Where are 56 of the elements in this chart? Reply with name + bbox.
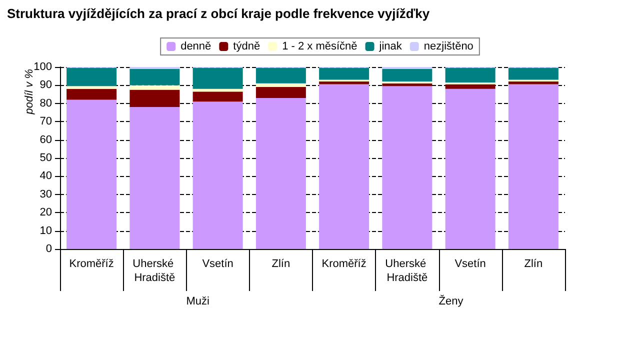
bar bbox=[256, 83, 306, 88]
legend-label: týdně bbox=[233, 40, 260, 52]
y-tick-label: 0 bbox=[46, 243, 52, 255]
bar bbox=[192, 92, 243, 102]
y-tick-label: 70 bbox=[40, 116, 52, 128]
bar bbox=[130, 107, 180, 249]
chart-title: Struktura vyjíždějících za prací z obcí kraje podle frekvence vyjížďky bbox=[7, 6, 430, 21]
y-tick-label: 80 bbox=[40, 97, 52, 110]
legend-label: denně bbox=[180, 40, 212, 52]
y-tick-label: 90 bbox=[40, 79, 52, 92]
y-tick-label: 100 bbox=[34, 61, 52, 73]
y-tick-label: 60 bbox=[40, 134, 52, 146]
y-axis-title: podíl v % bbox=[24, 68, 36, 116]
bar bbox=[192, 88, 243, 92]
legend-label: jinak bbox=[378, 40, 402, 52]
bar bbox=[508, 68, 558, 80]
bar bbox=[66, 88, 117, 100]
bar bbox=[130, 85, 180, 90]
text: Muži bbox=[186, 296, 210, 308]
y-tick-label: 40 bbox=[40, 170, 52, 182]
bar bbox=[130, 68, 180, 86]
x-tick-label: Kroměříž bbox=[322, 258, 366, 270]
x-tick-label: Zlín bbox=[272, 258, 290, 270]
bar bbox=[192, 68, 243, 89]
bar bbox=[382, 68, 432, 82]
bar bbox=[445, 68, 496, 82]
bar bbox=[319, 82, 370, 84]
bar bbox=[130, 90, 180, 108]
y-tick-label: 30 bbox=[40, 188, 52, 200]
x-tick-label: Kroměříž bbox=[69, 258, 114, 270]
bar bbox=[256, 98, 306, 249]
x-tick-label: Vsetín bbox=[454, 258, 486, 270]
x-tick-label: Uherské Hradiště bbox=[132, 258, 177, 284]
bar bbox=[382, 86, 432, 249]
legend-label: nezjištěno bbox=[424, 40, 474, 52]
x-tick-label: Zlín bbox=[524, 258, 543, 270]
bar bbox=[66, 100, 117, 249]
bar bbox=[256, 87, 306, 98]
x-tick-label: Vsetín bbox=[202, 258, 234, 270]
bar bbox=[319, 68, 370, 80]
legend-label: 1 - 2 x měsíčně bbox=[282, 40, 358, 52]
bar bbox=[508, 82, 558, 84]
x-tick-label: Uherské Hradiště bbox=[385, 258, 430, 284]
bar bbox=[508, 84, 558, 249]
bar bbox=[192, 102, 243, 249]
bar bbox=[319, 84, 370, 249]
y-tick-label: 50 bbox=[40, 152, 52, 164]
bar bbox=[382, 83, 432, 86]
bar bbox=[66, 68, 117, 86]
bar bbox=[256, 68, 306, 84]
text: Ženy bbox=[438, 294, 464, 308]
bar bbox=[445, 88, 496, 249]
y-tick-label: 20 bbox=[40, 206, 52, 219]
bar bbox=[66, 86, 117, 89]
bar bbox=[445, 84, 496, 89]
y-tick-label: 10 bbox=[40, 224, 52, 237]
